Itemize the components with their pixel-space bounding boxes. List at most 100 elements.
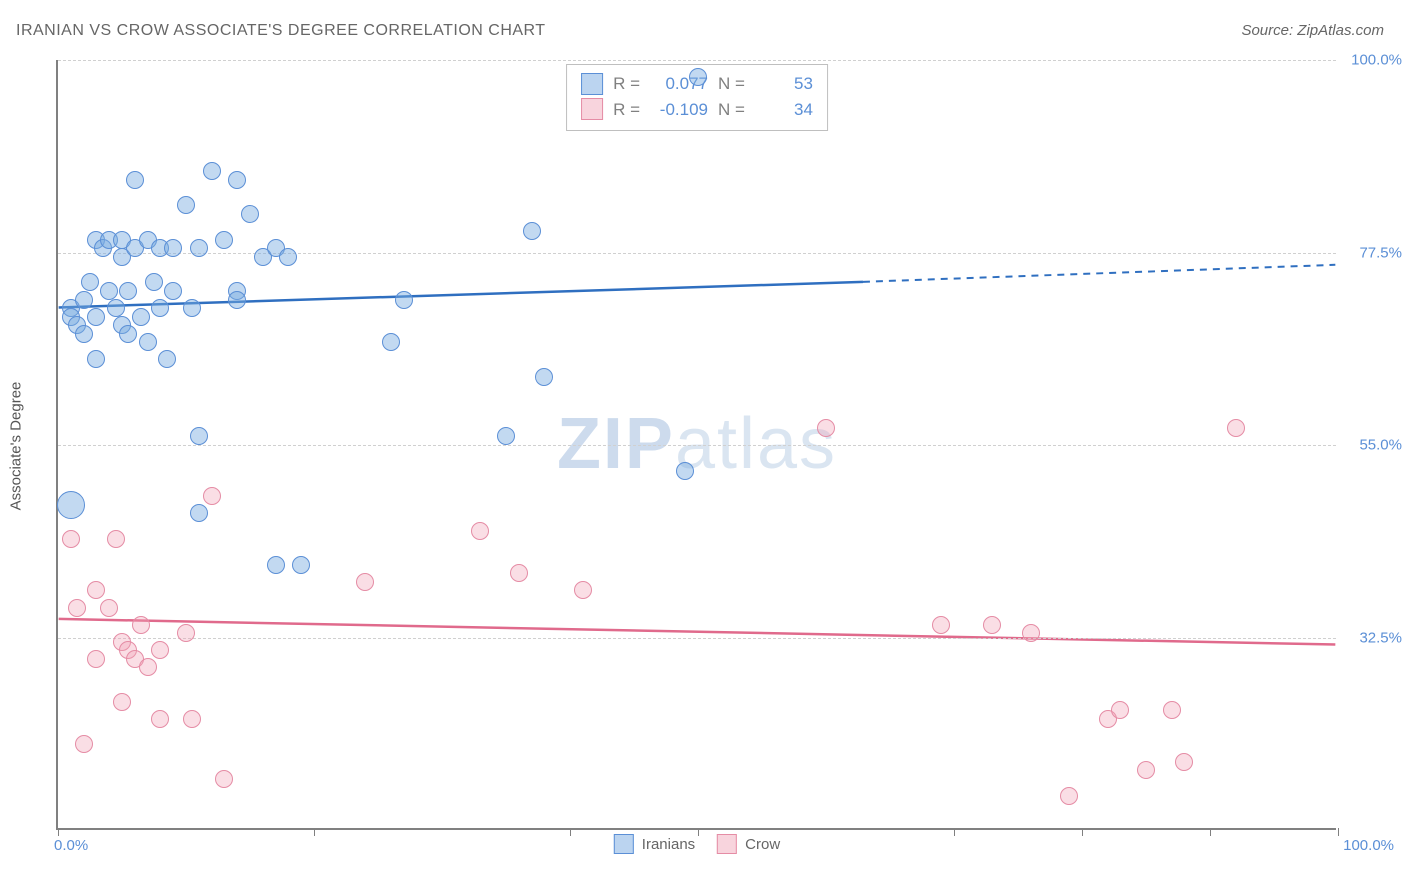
x-axis-label-left: 0.0% <box>54 837 88 854</box>
scatter-point <box>241 205 259 223</box>
scatter-point <box>497 427 515 445</box>
scatter-point <box>100 599 118 617</box>
scatter-point <box>164 239 182 257</box>
chart-title: IRANIAN VS CROW ASSOCIATE'S DEGREE CORRE… <box>16 22 546 40</box>
x-tick <box>1082 828 1083 836</box>
scatter-point <box>87 308 105 326</box>
scatter-point <box>190 427 208 445</box>
scatter-point <box>228 171 246 189</box>
scatter-point <box>471 522 489 540</box>
scatter-point <box>151 710 169 728</box>
scatter-point <box>356 573 374 591</box>
y-tick-label: 32.5% <box>1340 629 1402 646</box>
scatter-point <box>267 556 285 574</box>
scatter-point <box>523 222 541 240</box>
scatter-point <box>164 282 182 300</box>
scatter-point <box>177 624 195 642</box>
scatter-point <box>1022 624 1040 642</box>
scatter-point <box>68 599 86 617</box>
chart-container: IRANIAN VS CROW ASSOCIATE'S DEGREE CORRE… <box>0 0 1406 892</box>
x-tick <box>698 828 699 836</box>
legend-swatch-blue-icon <box>614 834 634 854</box>
gridline-h <box>58 445 1336 446</box>
scatter-point <box>535 368 553 386</box>
legend-item-iranians: Iranians <box>614 834 695 854</box>
scatter-point <box>190 239 208 257</box>
plot-area: ZIPatlas R = 0.077 N = 53 R = -0.109 N =… <box>56 60 1336 830</box>
scatter-point <box>510 564 528 582</box>
scatter-point <box>100 282 118 300</box>
y-tick-label: 77.5% <box>1340 244 1402 261</box>
scatter-point <box>1111 701 1129 719</box>
legend-row-crow: R = -0.109 N = 34 <box>581 97 813 123</box>
scatter-point <box>151 641 169 659</box>
x-tick <box>954 828 955 836</box>
scatter-point <box>203 162 221 180</box>
y-tick-label: 55.0% <box>1340 437 1402 454</box>
scatter-point <box>203 487 221 505</box>
scatter-point <box>983 616 1001 634</box>
scatter-point <box>279 248 297 266</box>
scatter-point <box>75 325 93 343</box>
scatter-point <box>107 530 125 548</box>
scatter-point <box>292 556 310 574</box>
scatter-point <box>113 693 131 711</box>
y-axis-title: Associate's Degree <box>8 382 25 511</box>
scatter-point <box>228 291 246 309</box>
scatter-point <box>1137 761 1155 779</box>
scatter-point <box>126 171 144 189</box>
scatter-point <box>395 291 413 309</box>
source-label: Source: ZipAtlas.com <box>1241 22 1384 39</box>
scatter-point-large <box>57 491 85 519</box>
scatter-point <box>689 68 707 86</box>
legend-swatch-pink <box>581 98 603 120</box>
x-tick <box>314 828 315 836</box>
gridline-h <box>58 60 1336 61</box>
scatter-point <box>574 581 592 599</box>
regression-lines <box>58 60 1336 828</box>
scatter-point <box>215 231 233 249</box>
scatter-point <box>119 282 137 300</box>
scatter-point <box>132 308 150 326</box>
legend-swatch-pink-icon <box>717 834 737 854</box>
scatter-point <box>382 333 400 351</box>
watermark: ZIPatlas <box>557 403 837 485</box>
gridline-h <box>58 253 1336 254</box>
scatter-point <box>75 291 93 309</box>
scatter-point <box>87 650 105 668</box>
scatter-point <box>119 325 137 343</box>
scatter-point <box>190 504 208 522</box>
x-axis-label-right: 100.0% <box>1343 837 1394 854</box>
scatter-point <box>1163 701 1181 719</box>
legend-series: Iranians Crow <box>614 834 780 854</box>
y-tick-label: 100.0% <box>1340 52 1402 69</box>
scatter-point <box>139 658 157 676</box>
scatter-point <box>1060 787 1078 805</box>
scatter-point <box>183 710 201 728</box>
scatter-point <box>177 196 195 214</box>
scatter-point <box>183 299 201 317</box>
scatter-point <box>145 273 163 291</box>
scatter-point <box>158 350 176 368</box>
x-tick <box>58 828 59 836</box>
scatter-point <box>1175 753 1193 771</box>
scatter-point <box>215 770 233 788</box>
scatter-point <box>107 299 125 317</box>
scatter-point <box>932 616 950 634</box>
scatter-point <box>1227 419 1245 437</box>
legend-item-crow: Crow <box>717 834 780 854</box>
scatter-point <box>817 419 835 437</box>
scatter-point <box>132 616 150 634</box>
scatter-point <box>75 735 93 753</box>
x-tick <box>1210 828 1211 836</box>
scatter-point <box>81 273 99 291</box>
gridline-h <box>58 638 1336 639</box>
scatter-point <box>676 462 694 480</box>
scatter-point <box>87 581 105 599</box>
x-tick <box>570 828 571 836</box>
scatter-point <box>151 299 169 317</box>
scatter-point <box>139 333 157 351</box>
scatter-point <box>87 350 105 368</box>
legend-swatch-blue <box>581 73 603 95</box>
scatter-point <box>62 530 80 548</box>
